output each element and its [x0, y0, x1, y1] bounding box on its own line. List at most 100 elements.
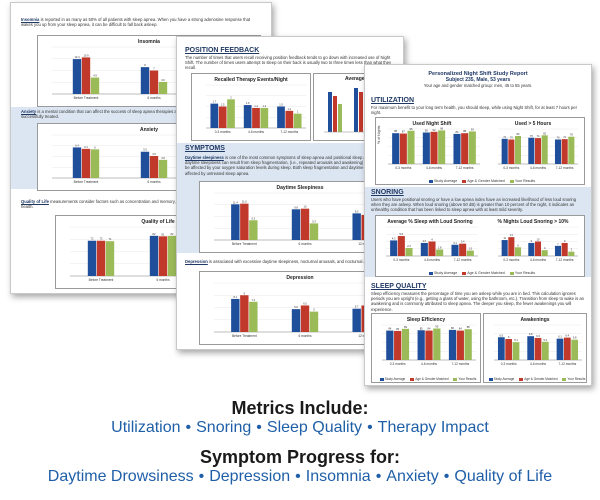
sleep-quality-text: Sleep efficiency measures the percentage…: [371, 291, 584, 312]
data-label: 2.2: [407, 244, 411, 248]
bullet-separator: •: [185, 419, 192, 436]
chart-bar: [260, 107, 269, 128]
legend-label-yours: Your Results: [514, 271, 536, 275]
chart-bar: [528, 137, 535, 164]
chart-bar: [167, 235, 177, 276]
data-label: 8: [144, 63, 146, 67]
chart-bar: [149, 70, 159, 94]
chart-bar: [90, 149, 100, 178]
legend-swatch-yours: [562, 377, 567, 381]
data-label: 9: [564, 239, 566, 243]
data-label: 8.5: [355, 209, 359, 213]
category-label: 0-3 months: [503, 166, 519, 170]
chart-bar: [352, 213, 361, 240]
chart-bar: [249, 301, 258, 332]
chart-bar: [508, 237, 515, 256]
chart-bar: [425, 330, 433, 360]
data-label: 6.4: [566, 334, 570, 338]
used-night-shift-chart-svg: Used Night Shift 88 87 95 0-3 months 90 92 96 4-…: [388, 121, 480, 170]
chart-title: Average % Sleep with Loud Snoring: [387, 219, 472, 225]
data-label: 2: [230, 95, 232, 99]
chart-bar: [541, 250, 548, 256]
category-label: 7-12 months: [556, 166, 574, 170]
chart-title: Used > 5 Hours: [515, 121, 552, 127]
data-label: 7: [557, 242, 559, 246]
data-label: 85: [420, 326, 423, 330]
data-label: 90: [435, 325, 438, 329]
chart-bar: [514, 136, 522, 164]
legend-swatch-matched: [462, 179, 467, 183]
legend-swatch-study: [379, 377, 384, 381]
data-label: 5.3: [312, 219, 316, 223]
chart-bar: [433, 328, 441, 360]
data-label: 11.4: [233, 200, 238, 204]
category-label: 7-12 months: [451, 362, 469, 366]
chart-bar: [527, 336, 535, 360]
utilization-chart: % of Nights Used Night Shift 88 87 95 0-3 mo…: [375, 117, 585, 185]
recalled-events-chart: Recalled Therapy Events/Night 1.7 1.5 2 0-3 …: [191, 73, 311, 141]
metric-item: Snoring: [196, 419, 252, 436]
qol-paragraph: Quality of Life measurements consider fa…: [21, 199, 261, 209]
data-label: 6.8: [529, 332, 533, 336]
chart-title: Daytime Sleepiness: [277, 185, 324, 191]
chart-bar: [407, 130, 415, 164]
chart-bar: [464, 329, 472, 360]
chart-bar: [249, 220, 258, 240]
category-label: Before Treatment: [89, 278, 114, 282]
data-label: 5.8: [573, 336, 577, 340]
category-label: 7-12 months: [558, 362, 576, 366]
data-label: 11: [503, 236, 506, 240]
data-label: 88: [467, 325, 470, 329]
chart-title: % Nights Loud Snoring > 10%: [498, 219, 570, 225]
data-label: 1.5: [221, 103, 225, 107]
category-label: 6 months: [298, 242, 312, 246]
chart-bar: [405, 248, 413, 256]
chart-bar: [333, 96, 337, 132]
recalled-events-chart-svg: Recalled Therapy Events/Night 1.7 1.5 2 0-3 …: [206, 77, 306, 134]
data-label: 5.2: [544, 338, 548, 342]
chart-bar: [512, 342, 520, 360]
data-label: 1.5: [469, 247, 473, 251]
category-label: 4-6 months: [426, 166, 442, 170]
chart-bar: [240, 295, 249, 332]
chart-bar: [571, 339, 579, 360]
chart-bar: [277, 106, 285, 128]
chart-bar: [554, 245, 562, 256]
legend-label-yours: Your Results: [514, 179, 536, 183]
chart-bar: [386, 330, 394, 360]
chart-bar: [438, 130, 446, 164]
data-label: 6: [508, 335, 510, 339]
data-label: 5.7: [355, 305, 359, 309]
chart-bar: [397, 236, 405, 256]
chart-bar: [430, 131, 438, 164]
sleep-quality-heading: SLEEP QUALITY: [371, 283, 427, 290]
data-label: 87: [402, 130, 405, 134]
data-label: 86: [451, 326, 454, 330]
chart-bar: [401, 328, 410, 360]
metrics-heading: Metrics Include:: [231, 398, 369, 418]
data-label: 75: [530, 134, 533, 138]
data-label: 84: [388, 327, 391, 331]
chart-bar: [81, 148, 91, 178]
chart-bar: [227, 99, 235, 128]
chart-bar: [554, 139, 562, 164]
anxiety-term: Anxiety: [21, 109, 37, 114]
chart-bar: [568, 251, 575, 256]
data-label: 1.4: [254, 104, 258, 108]
data-label: 10: [537, 238, 540, 242]
category-label: Before Treatment: [232, 242, 257, 246]
category-label: 0-3 months: [503, 258, 519, 262]
bullet-separator: •: [256, 419, 262, 436]
data-label: 5.6: [294, 305, 298, 309]
category-label: 4-6 months: [530, 362, 546, 366]
category-label: 7-12 months: [454, 258, 472, 262]
data-label: 82: [153, 232, 156, 236]
data-label: 10: [304, 205, 307, 209]
data-label: 82: [543, 131, 546, 135]
category-label: 0-3 months: [393, 258, 409, 262]
anxiety-text: is a mental condition that can affect th…: [21, 109, 250, 120]
daytime-sleepiness-paragraph: Daytime sleepiness is one of the most co…: [185, 155, 397, 176]
data-label: 5.5: [400, 232, 404, 236]
chart-bar: [508, 139, 515, 164]
daytime-sleepiness-term: Daytime sleepiness: [185, 155, 224, 160]
